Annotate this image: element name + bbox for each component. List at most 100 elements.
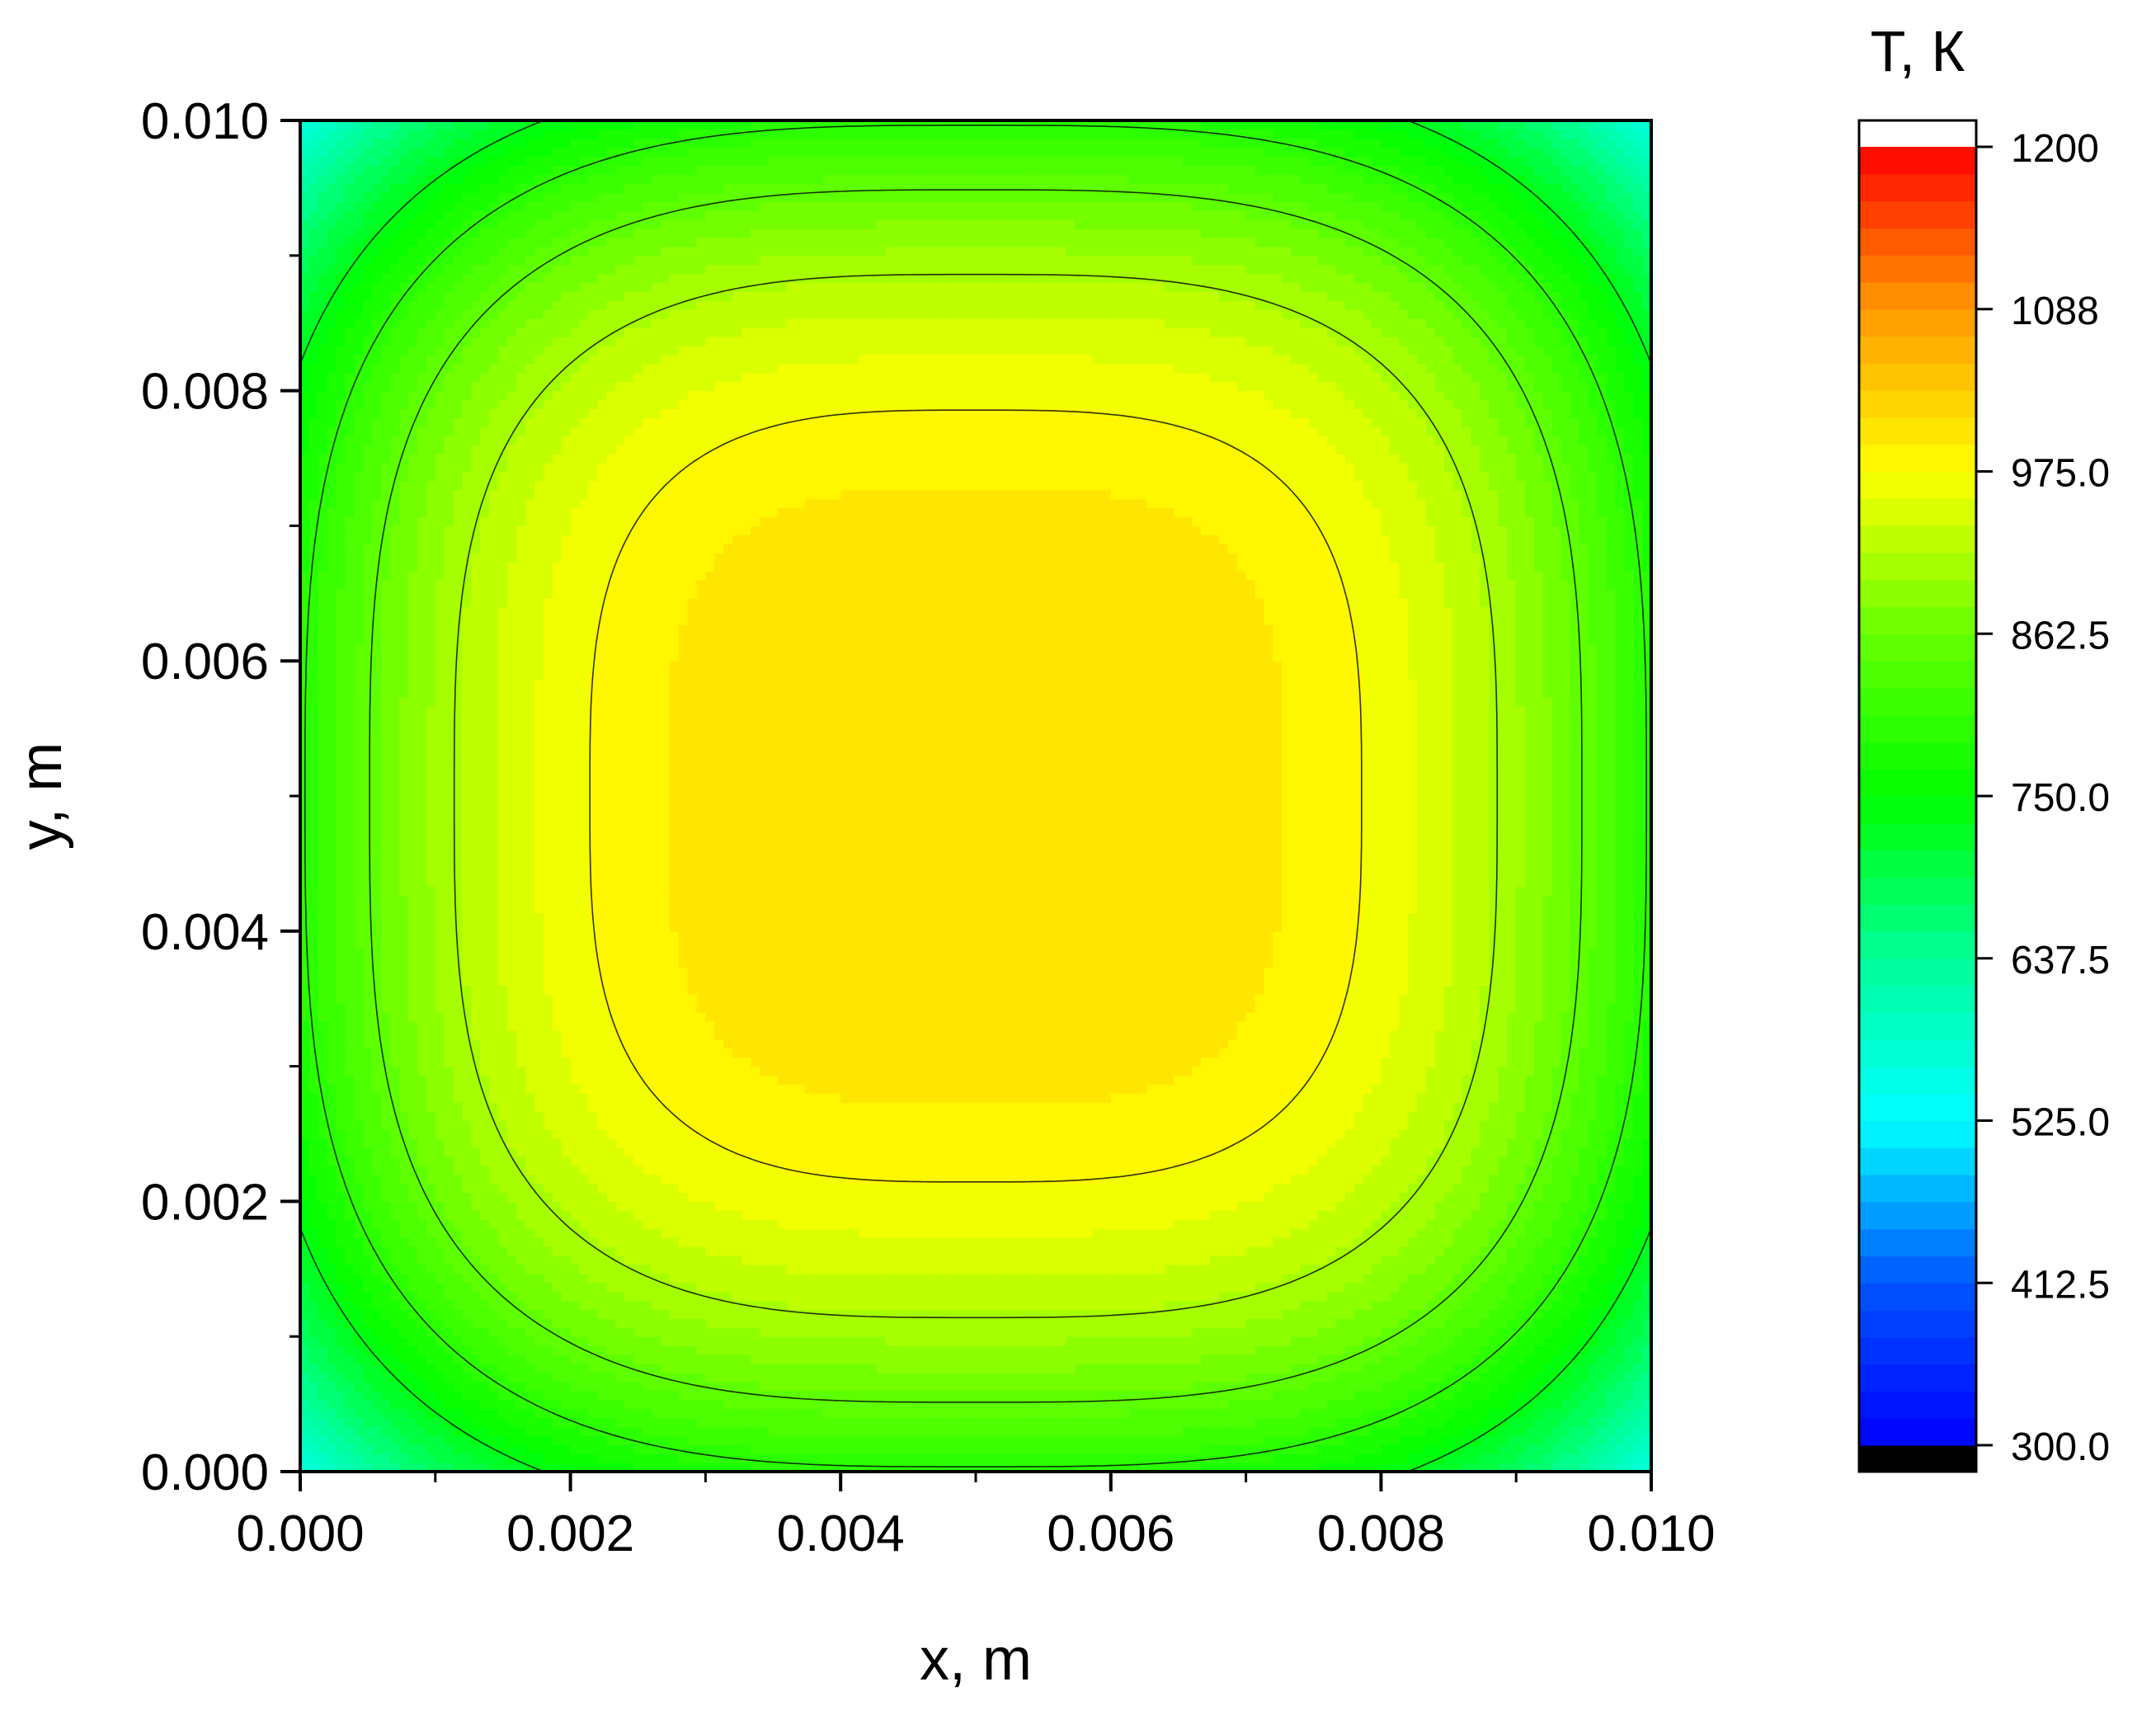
heatmap-cell bbox=[580, 778, 590, 788]
heatmap-cell bbox=[417, 1354, 427, 1364]
heatmap-cell bbox=[337, 571, 346, 581]
heatmap-cell bbox=[327, 949, 337, 959]
heatmap-cell bbox=[516, 1058, 526, 1067]
heatmap-cell bbox=[489, 598, 499, 608]
heatmap-cell bbox=[399, 228, 409, 238]
heatmap-cell bbox=[525, 571, 535, 581]
heatmap-cell bbox=[399, 265, 409, 275]
heatmap-cell bbox=[525, 1435, 535, 1445]
heatmap-cell bbox=[480, 994, 490, 1004]
heatmap-cell bbox=[318, 544, 328, 554]
heatmap-cell bbox=[408, 1030, 418, 1040]
heatmap-cell bbox=[489, 751, 499, 761]
heatmap-cell bbox=[381, 1426, 391, 1436]
heatmap-cell bbox=[553, 994, 563, 1004]
heatmap-cell bbox=[309, 1184, 319, 1194]
heatmap-cell bbox=[363, 571, 373, 581]
heatmap-cell bbox=[471, 1120, 481, 1130]
heatmap-cell bbox=[426, 976, 436, 986]
heatmap-cell bbox=[507, 787, 517, 797]
heatmap-cell bbox=[381, 589, 391, 599]
heatmap-cell bbox=[507, 148, 517, 158]
heatmap-cell bbox=[516, 787, 526, 797]
heatmap-cell bbox=[597, 1138, 607, 1148]
heatmap-cell bbox=[435, 327, 445, 337]
heatmap-cell bbox=[309, 895, 319, 905]
heatmap-cell bbox=[516, 300, 526, 310]
heatmap-cell bbox=[337, 913, 346, 923]
heatmap-cell bbox=[445, 643, 454, 652]
heatmap-cell bbox=[417, 814, 427, 824]
heatmap-cell bbox=[435, 426, 445, 436]
heatmap-cell bbox=[355, 472, 365, 482]
heatmap-cell bbox=[390, 525, 400, 535]
heatmap-cell bbox=[471, 382, 481, 392]
heatmap-cell bbox=[498, 580, 508, 590]
heatmap-cell bbox=[588, 1175, 598, 1185]
heatmap-cell bbox=[417, 1201, 427, 1211]
heatmap-cell bbox=[363, 706, 373, 716]
heatmap-cell bbox=[318, 985, 328, 995]
heatmap-cell bbox=[588, 1076, 598, 1086]
heatmap-cell bbox=[507, 823, 517, 833]
heatmap-cell bbox=[363, 508, 373, 518]
heatmap-cell bbox=[454, 436, 464, 445]
heatmap-cell bbox=[318, 1166, 328, 1175]
heatmap-cell bbox=[588, 166, 598, 176]
heatmap-cell bbox=[489, 1426, 499, 1436]
heatmap-cell bbox=[346, 1147, 355, 1157]
heatmap-cell bbox=[445, 670, 454, 680]
heatmap-cell bbox=[525, 1058, 535, 1067]
heatmap-cell bbox=[580, 201, 590, 211]
heatmap-cell bbox=[544, 751, 553, 761]
heatmap-cell bbox=[553, 1021, 563, 1031]
heatmap-cell bbox=[498, 571, 508, 581]
heatmap-cell bbox=[553, 985, 563, 995]
heatmap-cell bbox=[562, 1120, 572, 1130]
heatmap-cell bbox=[327, 1219, 337, 1229]
heatmap-cell bbox=[381, 1120, 391, 1130]
heatmap-cell bbox=[571, 1192, 581, 1202]
heatmap-cell bbox=[516, 589, 526, 599]
heatmap-cell bbox=[463, 1336, 473, 1346]
heatmap-cell bbox=[571, 1373, 581, 1383]
heatmap-cell bbox=[553, 940, 563, 950]
heatmap-cell bbox=[372, 1210, 382, 1220]
heatmap-cell bbox=[580, 976, 590, 986]
heatmap-cell bbox=[346, 355, 355, 365]
heatmap-cell bbox=[435, 643, 445, 652]
heatmap-cell bbox=[372, 1228, 382, 1238]
heatmap-cell bbox=[498, 463, 508, 473]
heatmap-cell bbox=[346, 1417, 355, 1427]
heatmap-cell bbox=[588, 1129, 598, 1139]
heatmap-cell bbox=[435, 1255, 445, 1265]
heatmap-cell bbox=[445, 1255, 454, 1265]
heatmap-cell bbox=[445, 850, 454, 860]
heatmap-cell bbox=[597, 1364, 607, 1373]
heatmap-cell bbox=[426, 778, 436, 788]
heatmap-cell bbox=[571, 1048, 581, 1058]
heatmap-cell bbox=[588, 544, 598, 554]
heatmap-cell bbox=[408, 959, 418, 968]
heatmap-cell bbox=[417, 1409, 427, 1419]
heatmap-cell bbox=[390, 247, 400, 257]
heatmap-cell bbox=[372, 408, 382, 418]
heatmap-cell bbox=[445, 1219, 454, 1229]
heatmap-cell bbox=[381, 706, 391, 716]
heatmap-cell bbox=[489, 400, 499, 410]
heatmap-cell bbox=[408, 769, 418, 779]
heatmap-cell bbox=[318, 679, 328, 689]
heatmap-cell bbox=[408, 751, 418, 761]
heatmap-cell bbox=[337, 634, 346, 643]
heatmap-cell bbox=[363, 841, 373, 851]
heatmap-cell bbox=[489, 490, 499, 500]
heatmap-cell bbox=[588, 175, 598, 185]
heatmap-cell bbox=[346, 309, 355, 319]
heatmap-cell bbox=[463, 1292, 473, 1302]
heatmap-cell bbox=[372, 778, 382, 788]
heatmap-cell bbox=[534, 1274, 544, 1284]
heatmap-cell bbox=[435, 300, 445, 310]
heatmap-cell bbox=[408, 823, 418, 833]
heatmap-cell bbox=[525, 1283, 535, 1293]
heatmap-cell bbox=[489, 823, 499, 833]
